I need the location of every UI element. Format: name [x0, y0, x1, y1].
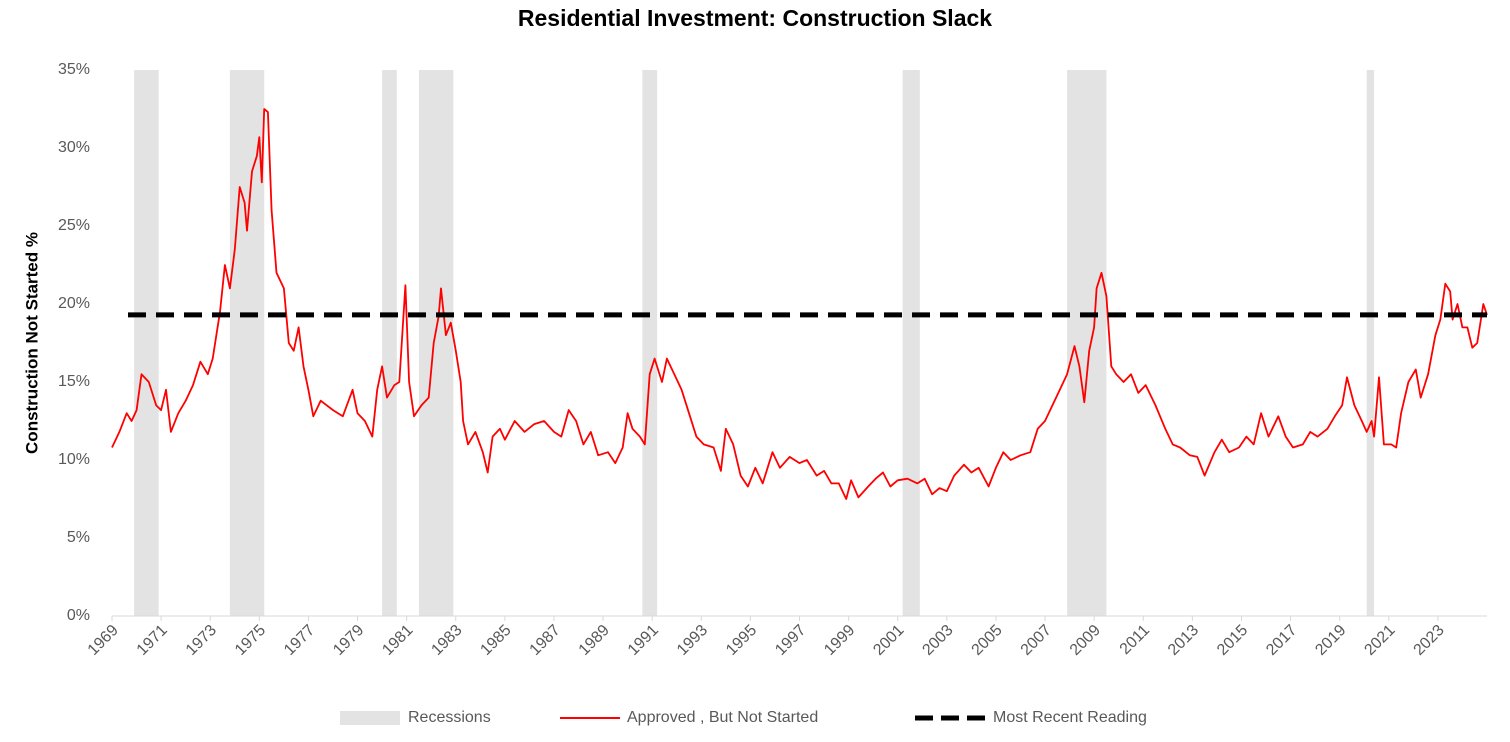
legend-label: Recessions: [408, 709, 491, 726]
x-tick-label: 1987: [527, 622, 564, 659]
x-tick-label: 1995: [723, 622, 760, 659]
x-tick-label: 2021: [1361, 622, 1398, 659]
y-tick-label: 10%: [58, 451, 90, 468]
x-tick-label: 1971: [134, 622, 171, 659]
y-tick-label: 35%: [58, 61, 90, 78]
recession-band: [382, 70, 397, 616]
x-tick-label: 2017: [1263, 622, 1300, 659]
x-tick-label: 1983: [428, 622, 465, 659]
x-tick-label: 1989: [576, 622, 613, 659]
x-tick-label: 1973: [183, 622, 220, 659]
y-tick-label: 25%: [58, 217, 90, 234]
x-tick-label: 2023: [1411, 622, 1448, 659]
y-tick-label: 5%: [67, 529, 90, 546]
recession-band: [902, 70, 920, 616]
recession-band: [229, 70, 265, 616]
x-tick-label: 2019: [1312, 622, 1349, 659]
chart-title: Residential Investment: Construction Sla…: [518, 5, 992, 31]
recession-band: [1067, 70, 1107, 616]
x-tick-label: 1991: [625, 622, 662, 659]
x-tick-label: 2007: [1018, 622, 1055, 659]
x-tick-label: 2009: [1067, 622, 1104, 659]
x-tick-label: 2001: [870, 622, 907, 659]
legend-label: Most Recent Reading: [993, 709, 1147, 726]
y-axis-label: Construction Not Started %: [22, 232, 41, 454]
x-tick-label: 1981: [379, 622, 416, 659]
x-tick-label: 2015: [1214, 622, 1251, 659]
legend-swatch: [340, 711, 400, 725]
recession-band: [134, 70, 159, 616]
recession-band: [418, 70, 454, 616]
y-tick-label: 15%: [58, 373, 90, 390]
y-tick-label: 30%: [58, 139, 90, 156]
x-tick-label: 2013: [1165, 622, 1202, 659]
y-tick-label: 0%: [67, 607, 90, 624]
x-tick-label: 1977: [281, 622, 318, 659]
x-tick-label: 1993: [674, 622, 711, 659]
recession-band: [1366, 70, 1375, 616]
legend-label: Approved , But Not Started: [627, 709, 818, 726]
data-line: [111, 108, 1488, 500]
recession-band: [642, 70, 658, 616]
x-tick-label: 1979: [330, 622, 367, 659]
x-tick-label: 1997: [772, 622, 809, 659]
y-tick-label: 20%: [58, 295, 90, 312]
x-tick-label: 1985: [477, 622, 514, 659]
x-tick-label: 2005: [969, 622, 1006, 659]
x-tick-label: 2003: [919, 622, 956, 659]
x-tick-label: 1969: [85, 622, 122, 659]
x-tick-label: 1975: [232, 622, 269, 659]
x-tick-label: 2011: [1117, 622, 1153, 658]
x-tick-label: 1999: [821, 622, 858, 659]
